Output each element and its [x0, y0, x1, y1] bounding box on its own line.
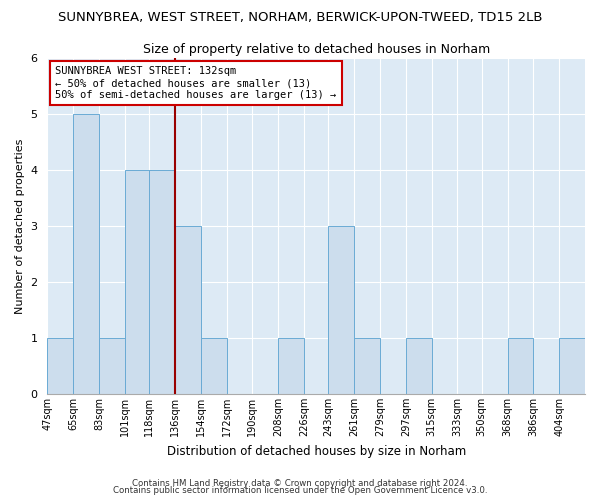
- Bar: [201, 338, 227, 394]
- Bar: [328, 226, 354, 394]
- Bar: [47, 338, 73, 394]
- Text: Contains HM Land Registry data © Crown copyright and database right 2024.: Contains HM Land Registry data © Crown c…: [132, 478, 468, 488]
- Y-axis label: Number of detached properties: Number of detached properties: [15, 138, 25, 314]
- Bar: [559, 338, 585, 394]
- Bar: [354, 338, 380, 394]
- X-axis label: Distribution of detached houses by size in Norham: Distribution of detached houses by size …: [167, 444, 466, 458]
- Bar: [175, 226, 201, 394]
- Bar: [406, 338, 431, 394]
- Bar: [125, 170, 151, 394]
- Text: Contains public sector information licensed under the Open Government Licence v3: Contains public sector information licen…: [113, 486, 487, 495]
- Title: Size of property relative to detached houses in Norham: Size of property relative to detached ho…: [143, 42, 490, 56]
- Bar: [278, 338, 304, 394]
- Text: SUNNYBREA WEST STREET: 132sqm
← 50% of detached houses are smaller (13)
50% of s: SUNNYBREA WEST STREET: 132sqm ← 50% of d…: [55, 66, 337, 100]
- Bar: [73, 114, 99, 394]
- Bar: [99, 338, 125, 394]
- Bar: [508, 338, 533, 394]
- Text: SUNNYBREA, WEST STREET, NORHAM, BERWICK-UPON-TWEED, TD15 2LB: SUNNYBREA, WEST STREET, NORHAM, BERWICK-…: [58, 12, 542, 24]
- Bar: [149, 170, 175, 394]
